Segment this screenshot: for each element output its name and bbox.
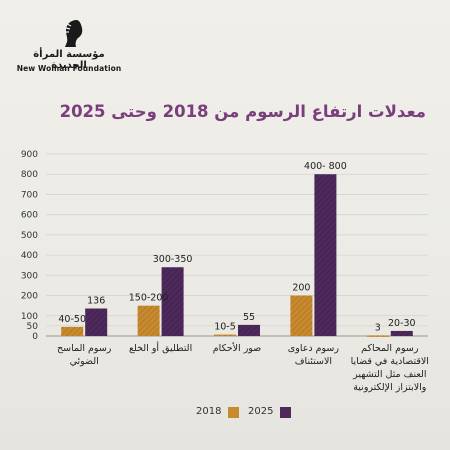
y-tick-label: 400 (21, 251, 38, 261)
legend-swatch-2025 (280, 407, 291, 418)
legend-label-2018: 2018 (196, 406, 222, 417)
y-tick-label: 50 (27, 322, 39, 332)
logo-name-arabic: مؤسسة المرأة الجديدة (33, 49, 105, 71)
data-label-2025: 55 (243, 312, 255, 323)
bar-2025 (85, 308, 108, 336)
y-tick-label: 700 (21, 190, 38, 200)
data-label-2018: 10-5 (214, 322, 236, 333)
category-label: رسوم دعاوى الاستئناف (288, 343, 340, 367)
bar-2025 (238, 324, 260, 336)
y-tick-label: 0 (32, 332, 38, 342)
category-label: التطليق أو الخلع (129, 341, 192, 354)
data-label-2018: 40-50 (58, 314, 86, 325)
legend-swatch-2018 (228, 407, 239, 418)
bar-2018 (61, 326, 84, 336)
category-label: رسوم المحاكم الاقتصادية في قضايا العنف مثل… (351, 343, 429, 393)
bar-2018 (137, 305, 160, 336)
logo-name-english: New Woman Foundation (16, 64, 122, 73)
chart-title: معدلات ارتفاع الرسوم من 2018 وحتى 2025 (59, 102, 426, 121)
bar-2025 (390, 330, 413, 336)
data-label-2025: 300-350 (153, 254, 193, 265)
bar-2018 (214, 334, 236, 337)
y-tick-label: 300 (21, 271, 38, 281)
y-tick-label: 100 (21, 312, 38, 322)
logo: مؤسسة المرأة الجديدة New Woman Foundatio… (14, 18, 124, 78)
data-label-2018: 3 (375, 322, 381, 333)
y-tick-label: 500 (21, 231, 38, 241)
bar-2018 (366, 335, 389, 337)
y-tick-label: 800 (21, 170, 38, 180)
y-tick-label: 900 (21, 150, 38, 160)
category-label: رسوم الماسح الضوئي (57, 343, 112, 367)
bar-2025 (314, 174, 337, 336)
y-tick-label: 200 (21, 292, 38, 302)
legend-label-2025: 2025 (248, 406, 274, 417)
bar-2025 (161, 267, 184, 336)
data-label-2025: 20-30 (388, 318, 416, 329)
bar-2018 (290, 295, 313, 336)
data-label-2025: 400- 800 (304, 161, 347, 172)
data-label-2018: 150-200 (129, 293, 169, 304)
data-label-2025: 136 (87, 295, 105, 306)
category-label: صور الأحكام (213, 342, 262, 354)
woman-profile-logo-icon (65, 20, 83, 47)
data-label-2018: 200 (292, 283, 310, 294)
y-tick-label: 600 (21, 211, 38, 221)
